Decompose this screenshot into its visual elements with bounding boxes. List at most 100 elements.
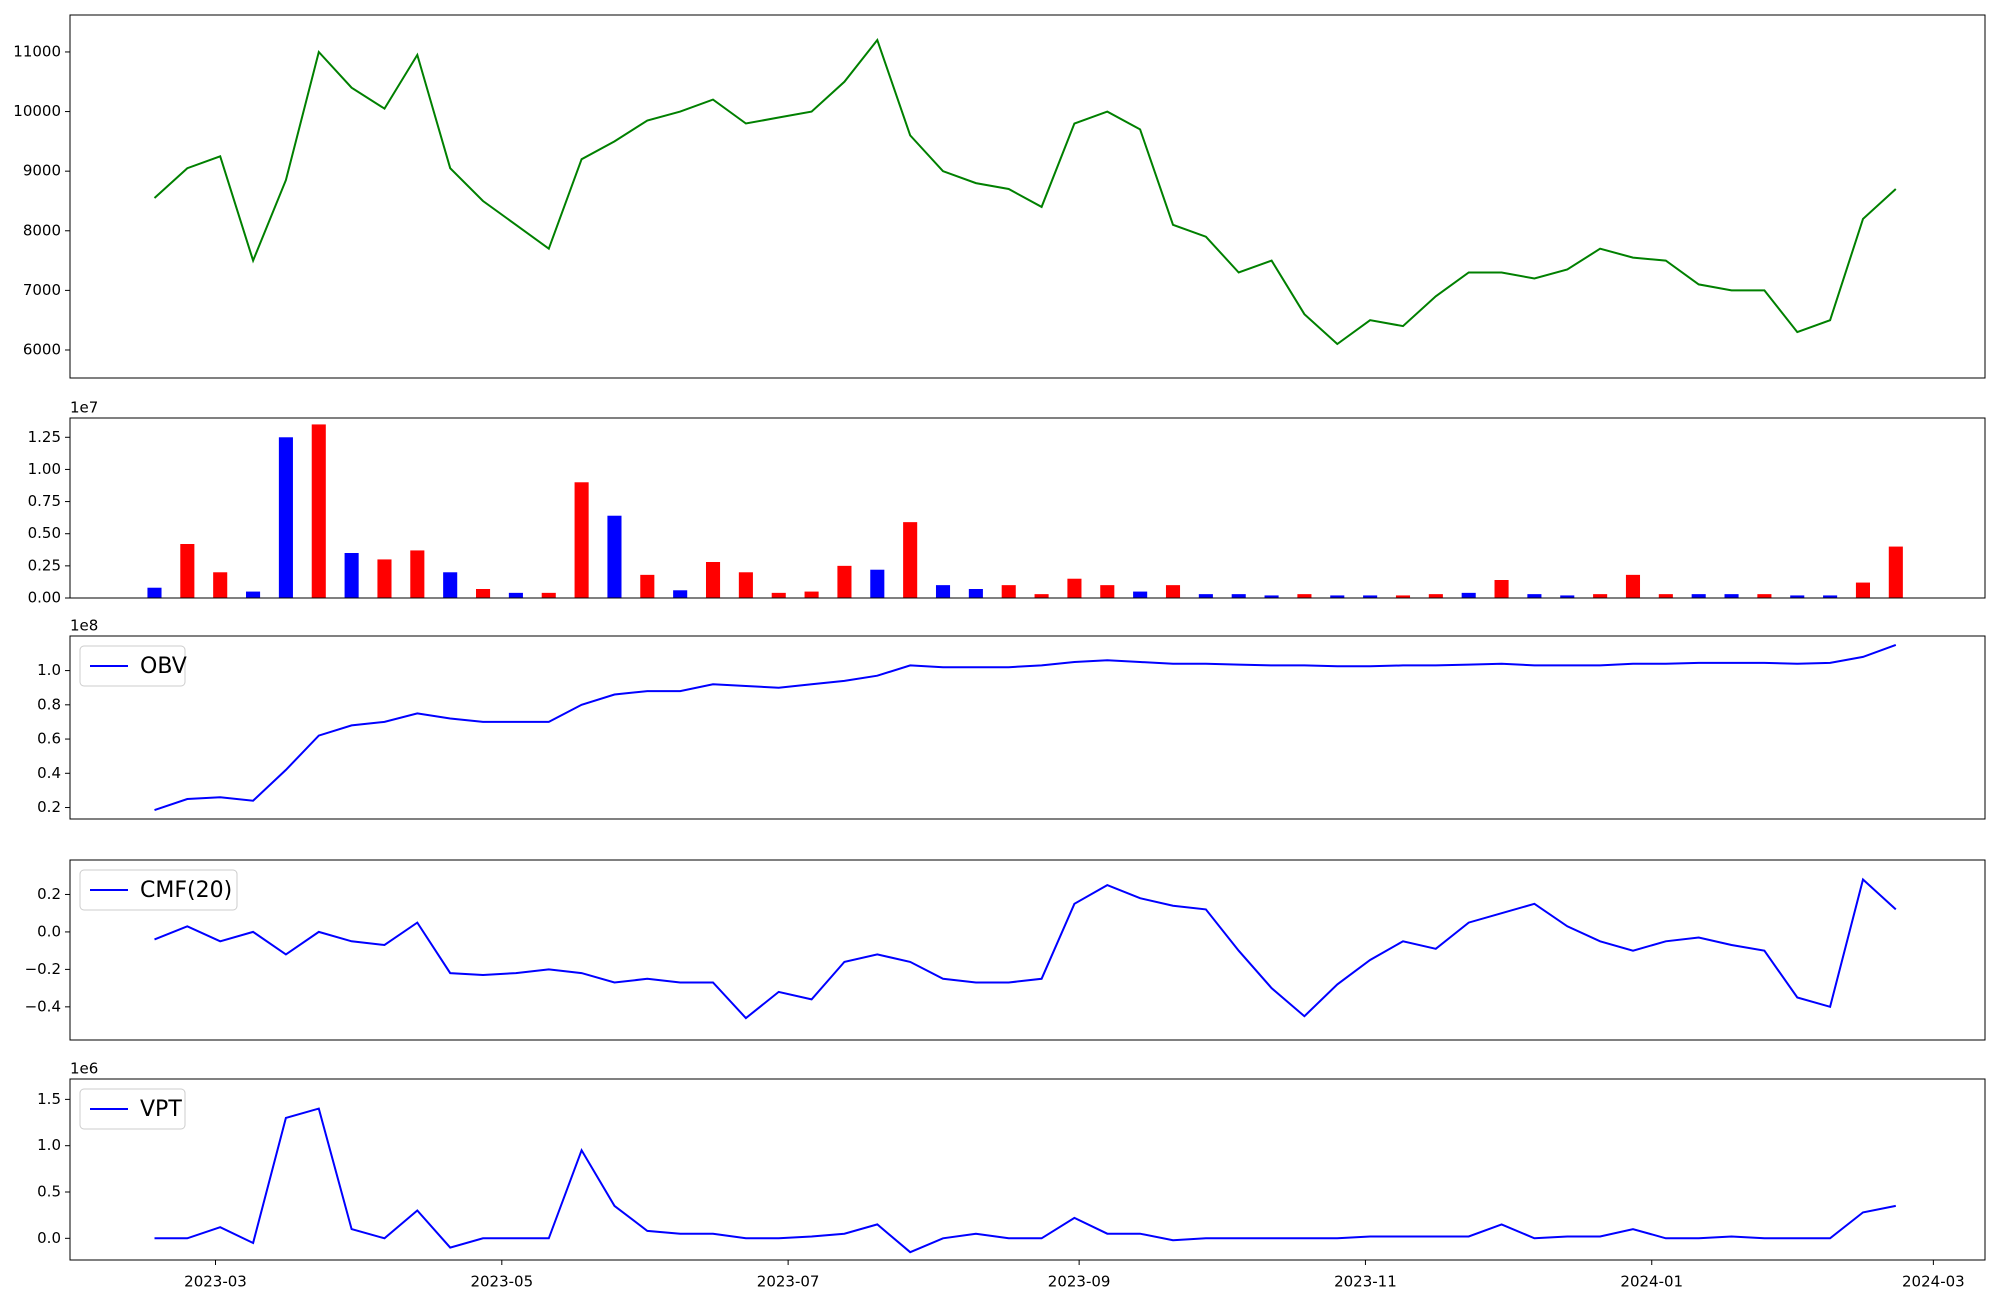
bar [443,572,458,598]
y-tick-label: 0.00 [28,589,61,607]
y-tick-label: 0.6 [37,730,61,748]
bar [1363,595,1378,598]
bar [1297,594,1312,598]
legend-label: VPT [140,1097,182,1122]
axes-frame [69,635,1986,820]
x-tick-label: 2024-03 [1902,1273,1965,1291]
bar [1888,546,1903,598]
y-tick-label: 0.0 [37,922,61,940]
y-tick-label: 0.2 [37,885,61,903]
legend-box [79,645,186,687]
bar [804,591,819,598]
y-tick-label: 0.2 [37,798,61,816]
bar [1001,585,1016,598]
bar [1395,595,1411,598]
x-tick-label: 2023-11 [1334,1273,1397,1291]
legend-box [79,1088,186,1130]
bar [574,482,589,598]
y-tick-label: −0.4 [25,997,61,1015]
y-tick-label: 10000 [13,102,61,120]
bar [673,590,688,598]
legend-box [79,869,238,911]
bar [213,572,228,598]
bar [246,591,261,598]
bar [1428,594,1443,598]
bar [1133,591,1148,598]
y-tick-label: 1.00 [28,460,61,478]
bar [1757,594,1772,598]
bar [475,589,491,598]
y-tick-label: 1.5 [37,1090,61,1108]
line [153,37,1897,346]
y-tick-label: 6000 [23,340,61,358]
y-tick-label: 0.50 [28,524,61,542]
offset-text: 1e8 [70,617,98,635]
bar [1625,574,1641,598]
bar [1560,595,1575,598]
bar [1198,594,1213,598]
line [154,1107,1896,1254]
y-tick-label: 11000 [13,42,61,60]
bar [1790,595,1805,598]
y-tick-label: 0.4 [37,764,61,782]
bar [541,592,556,598]
axes-frame [69,1078,1986,1261]
bar [1100,585,1115,598]
y-tick-label: 9000 [23,162,61,180]
bar [1823,595,1838,598]
x-tick-label: 2023-09 [1048,1273,1111,1291]
bar [1231,594,1246,598]
bar [968,589,983,598]
bar [1330,595,1345,598]
bar [1691,594,1706,598]
bar [607,515,622,598]
line [154,643,1897,812]
bar [1593,594,1608,598]
y-tick-label: 0.5 [37,1183,61,1201]
bar [771,592,786,598]
y-tick-label: 0.8 [37,695,61,713]
offset-text: 1e7 [70,399,98,417]
axes-frame [69,14,1986,379]
y-tick-label: 1.25 [28,428,61,446]
bar [1067,578,1082,598]
y-tick-label: 0.25 [28,556,61,574]
bar [1658,594,1673,598]
bar [180,544,195,598]
bar [705,562,721,598]
bar [935,585,951,598]
bar [1724,594,1739,598]
x-tick-label: 2023-03 [184,1273,247,1291]
bar [1527,594,1542,598]
x-tick-label: 2023-07 [757,1273,820,1291]
y-tick-label: 0.75 [28,492,61,510]
x-tick-label: 2024-01 [1620,1273,1683,1291]
bar [1494,580,1509,598]
legend-label: OBV [140,654,187,679]
bar [738,572,753,598]
x-tick-label: 2023-05 [470,1273,533,1291]
bar [344,553,359,598]
bar [147,587,162,598]
y-tick-label: 1.0 [37,1136,61,1154]
line [154,877,1897,1020]
bar [903,522,918,598]
bar [1165,585,1181,598]
bar [837,565,852,598]
bar [278,437,293,598]
bar [870,569,885,598]
bar [311,424,326,598]
bar [1264,595,1279,598]
bar [1034,594,1049,598]
bar [508,592,523,598]
y-tick-label: 1.0 [37,661,61,679]
legend-label: CMF(20) [140,878,232,903]
y-tick-label: 8000 [23,221,61,239]
y-tick-label: 7000 [23,281,61,299]
bar [1855,582,1871,598]
y-tick-label: −0.2 [25,960,61,978]
axes-frame [69,417,1986,599]
y-tick-label: 0.0 [37,1229,61,1247]
bar [1461,592,1476,598]
